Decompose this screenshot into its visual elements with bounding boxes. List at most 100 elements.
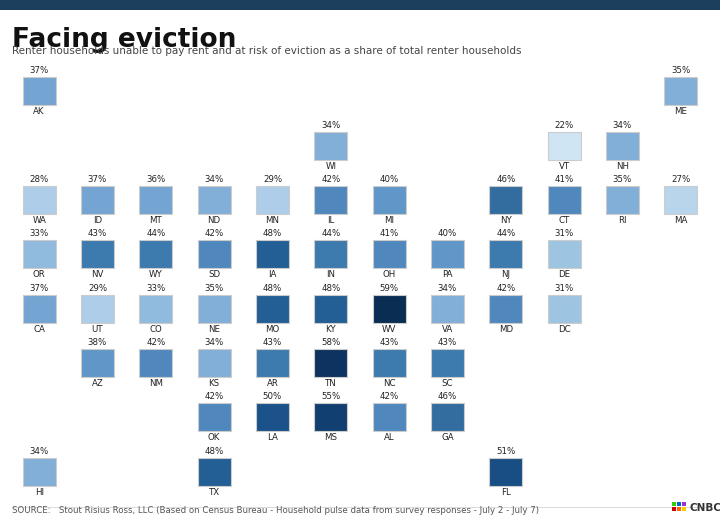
Text: 42%: 42% [204, 393, 224, 402]
Text: VT: VT [559, 161, 570, 170]
Text: 22%: 22% [554, 121, 574, 130]
Bar [373, 240, 405, 268]
Text: MT: MT [150, 216, 162, 225]
Text: KY: KY [325, 325, 336, 334]
Text: 34%: 34% [321, 121, 341, 130]
Text: 33%: 33% [30, 229, 49, 238]
Text: AR: AR [266, 379, 279, 388]
Bar [373, 186, 405, 214]
Text: 48%: 48% [263, 229, 282, 238]
Text: VA: VA [442, 325, 453, 334]
Text: NJ: NJ [501, 270, 510, 279]
Text: SD: SD [208, 270, 220, 279]
Bar [256, 349, 289, 377]
Bar [431, 295, 464, 323]
Text: 37%: 37% [88, 175, 107, 184]
Text: OK: OK [208, 433, 220, 442]
Text: NH: NH [616, 161, 629, 170]
Bar [256, 295, 289, 323]
Text: UT: UT [91, 325, 103, 334]
Text: 34%: 34% [438, 284, 457, 293]
Text: 50%: 50% [263, 393, 282, 402]
Text: AZ: AZ [91, 379, 104, 388]
Text: IA: IA [269, 270, 276, 279]
Bar [256, 186, 289, 214]
Bar [81, 349, 114, 377]
Text: LA: LA [267, 433, 278, 442]
Bar [606, 132, 639, 160]
Text: PA: PA [442, 270, 453, 279]
Text: CNBC: CNBC [689, 503, 720, 513]
Text: 59%: 59% [379, 284, 399, 293]
Bar [665, 77, 698, 105]
Bar [81, 240, 114, 268]
Text: 33%: 33% [146, 284, 166, 293]
Text: MD: MD [499, 325, 513, 334]
Text: MO: MO [266, 325, 279, 334]
Text: HI: HI [35, 488, 44, 497]
Text: MI: MI [384, 216, 394, 225]
Text: 34%: 34% [30, 447, 49, 456]
Text: 35%: 35% [671, 66, 690, 75]
Text: CT: CT [559, 216, 570, 225]
Bar [672, 502, 676, 506]
Text: 46%: 46% [496, 175, 516, 184]
Text: 35%: 35% [204, 284, 224, 293]
Text: IL: IL [327, 216, 335, 225]
Bar [490, 295, 522, 323]
Bar [198, 186, 230, 214]
Text: 44%: 44% [146, 229, 166, 238]
Text: 40%: 40% [438, 229, 457, 238]
Text: 31%: 31% [554, 284, 574, 293]
Bar [315, 240, 347, 268]
Text: 42%: 42% [321, 175, 341, 184]
Bar [373, 295, 405, 323]
Text: ID: ID [93, 216, 102, 225]
Text: 48%: 48% [263, 284, 282, 293]
Bar [315, 295, 347, 323]
Bar [315, 132, 347, 160]
Bar [682, 502, 686, 506]
Text: 41%: 41% [379, 229, 399, 238]
Text: NM: NM [149, 379, 163, 388]
Text: 29%: 29% [263, 175, 282, 184]
Text: 34%: 34% [204, 175, 224, 184]
Text: 44%: 44% [496, 229, 516, 238]
Text: 34%: 34% [204, 338, 224, 347]
Text: OH: OH [382, 270, 396, 279]
Text: NC: NC [383, 379, 395, 388]
Text: MN: MN [266, 216, 279, 225]
Bar [198, 349, 230, 377]
Bar [548, 295, 580, 323]
Bar [198, 240, 230, 268]
Bar [81, 186, 114, 214]
Bar [606, 186, 639, 214]
Text: 40%: 40% [379, 175, 399, 184]
Bar [256, 404, 289, 432]
Text: CO: CO [150, 325, 162, 334]
Text: WA: WA [32, 216, 46, 225]
Text: NV: NV [91, 270, 104, 279]
Bar [548, 132, 580, 160]
Text: 27%: 27% [671, 175, 690, 184]
Text: GA: GA [441, 433, 454, 442]
Text: 55%: 55% [321, 393, 341, 402]
Text: RI: RI [618, 216, 626, 225]
Text: DE: DE [558, 270, 570, 279]
Bar [256, 240, 289, 268]
Bar [431, 349, 464, 377]
Text: 43%: 43% [379, 338, 399, 347]
Bar [22, 458, 55, 486]
Bar [0, 0, 720, 10]
Bar [22, 186, 55, 214]
Text: SOURCE:   Stout Risius Ross, LLC (Based on Census Bureau - Household pulse data : SOURCE: Stout Risius Ross, LLC (Based on… [12, 506, 539, 515]
Bar [140, 186, 172, 214]
Text: ND: ND [207, 216, 221, 225]
Bar [490, 458, 522, 486]
Text: AL: AL [384, 433, 395, 442]
Text: CA: CA [33, 325, 45, 334]
Text: 28%: 28% [30, 175, 49, 184]
Text: 34%: 34% [613, 121, 632, 130]
Bar [22, 77, 55, 105]
Bar [490, 240, 522, 268]
